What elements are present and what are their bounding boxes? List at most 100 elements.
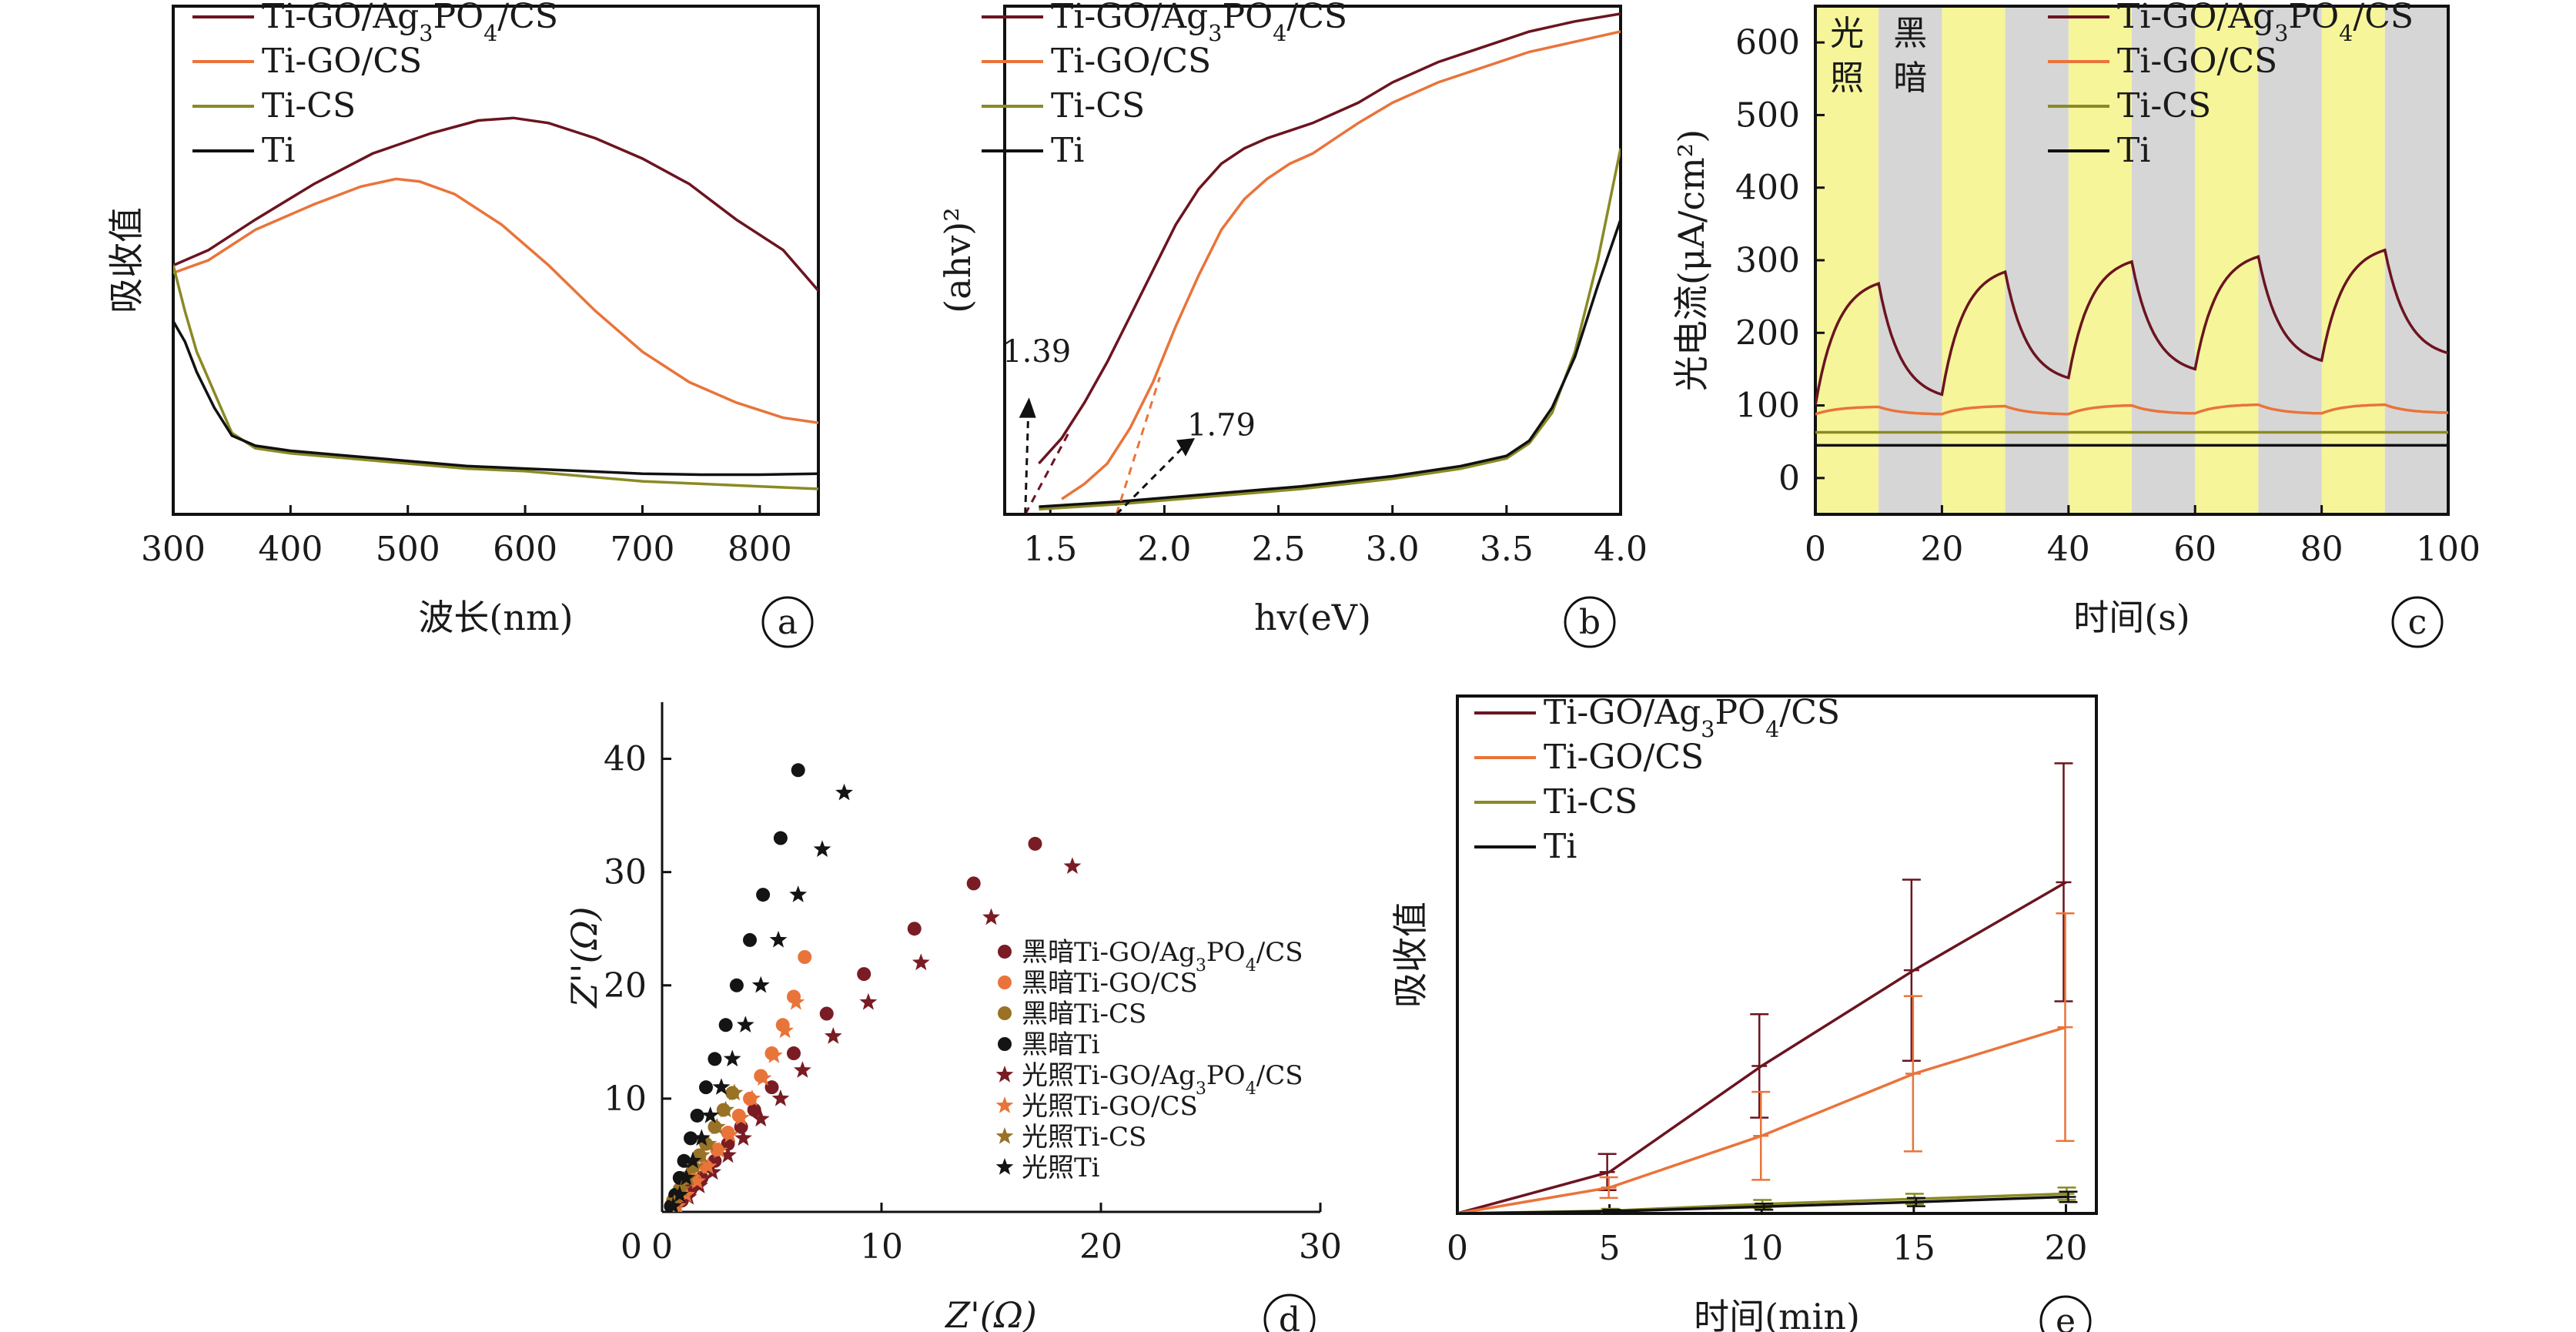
legend-label: 光照Ti-GO/CS [1022, 1091, 1198, 1122]
data-point [723, 1049, 741, 1067]
dark-band [2258, 6, 2322, 514]
origin-label: 0 [621, 1227, 642, 1267]
x-tick-label: 10 [1740, 1229, 1783, 1268]
data-point [751, 1109, 770, 1127]
x-axis-label: Z'(Ω) [944, 1294, 1037, 1332]
y-tick-label: 100 [1735, 387, 1800, 426]
legend-label: 光照Ti-GO/Ag3PO4/CS [1022, 1060, 1303, 1099]
data-point [789, 885, 808, 902]
band-label-light: 照 [1830, 59, 1864, 98]
legend-label: Ti-CS [1051, 86, 1145, 126]
x-tick-label: 800 [728, 530, 792, 569]
legend-label: Ti-CS [1544, 782, 1638, 822]
series-line [173, 177, 818, 424]
data-point [769, 930, 788, 948]
data-point [690, 1108, 704, 1123]
y-tick-label: 600 [1735, 23, 1800, 62]
arrow-head [1019, 397, 1036, 418]
series-line [1038, 12, 1621, 465]
x-tick-label: 3.0 [1366, 530, 1420, 569]
legend-marker [998, 1037, 1012, 1051]
panel-label: a [778, 603, 798, 642]
data-point [835, 783, 853, 801]
annotation-arrow [1116, 442, 1189, 516]
panel-label: e [2056, 1302, 2076, 1332]
x-tick-label: 30 [1299, 1227, 1342, 1267]
band-label-dark: 暗 [1893, 59, 1927, 98]
legend-label: 黑暗Ti-GO/CS [1022, 968, 1198, 999]
data-point [692, 1146, 711, 1163]
legend-label: Ti-CS [262, 86, 356, 126]
panel-label-circle [1263, 1294, 1316, 1332]
legend-label: 光照Ti [1022, 1153, 1100, 1183]
legend-label: 黑暗Ti-CS [1022, 999, 1146, 1029]
legend-label: Ti [2117, 131, 2150, 170]
data-point [798, 950, 812, 964]
x-tick-label: 60 [2173, 530, 2216, 569]
data-point [743, 1089, 761, 1106]
data-point [699, 1080, 713, 1095]
series-line [1039, 219, 1621, 508]
data-point [732, 1108, 750, 1126]
legend-label: Ti-GO/CS [262, 42, 422, 81]
data-point [743, 932, 757, 947]
legend-marker [995, 1066, 1014, 1083]
x-tick-label: 600 [493, 530, 557, 569]
plot-area [1024, 12, 1621, 514]
series-line [1039, 148, 1621, 511]
chart-e: 0 5 10 15 20 时间(min) 吸收值 e Ti-GO/Ag3PO4/CSTi-GO/… [1390, 693, 2098, 1332]
data-point [688, 1172, 706, 1189]
data-point [819, 1006, 834, 1021]
x-tick-label: 700 [610, 530, 674, 569]
light-band [1942, 6, 2006, 514]
legend-label: 光照Ti-CS [1022, 1122, 1146, 1153]
series-line [1061, 30, 1621, 500]
data-point [773, 831, 788, 845]
dark-band [2132, 6, 2196, 514]
light-band [2321, 6, 2385, 514]
data-point [677, 1168, 695, 1186]
data-point [787, 1046, 801, 1061]
y-tick-label: 40 [604, 740, 647, 779]
data-point [729, 978, 744, 992]
plot-frame [172, 5, 820, 516]
x-axis-label: 时间(s) [2073, 597, 2190, 638]
data-point [719, 1146, 737, 1163]
x-axis-label: 波长(nm) [418, 597, 573, 638]
data-point [776, 1021, 794, 1039]
data-point [787, 992, 805, 1010]
tangent-line [1024, 432, 1070, 514]
x-tick-label: 40 [2047, 530, 2090, 569]
data-point [747, 1103, 761, 1117]
y-tick-label: 0 [1778, 459, 1800, 498]
x-tick-label: 500 [376, 530, 440, 569]
plot-frame [1456, 694, 2098, 1215]
legend-marker [995, 1096, 1014, 1113]
data-point [664, 1196, 682, 1212]
legend-label: Ti-GO/Ag3PO4/CS [2117, 0, 2414, 46]
x-axis-label: 时间(min) [1694, 1296, 1860, 1332]
legend-label: Ti [1051, 131, 1084, 170]
panel-label: b [1579, 603, 1601, 642]
chart-a: 300 400 500 600 700 800 波长(nm) 吸收值 a Ti-GO/Ag3PO4… [105, 0, 820, 648]
data-point [857, 967, 871, 982]
plot-area [173, 116, 818, 490]
y-axis-label: 光电流(μA/cm²) [1671, 129, 1712, 391]
y-axis-label: 吸收值 [1390, 902, 1431, 1008]
series-line [173, 116, 818, 292]
x-tick-label: 2.0 [1137, 530, 1191, 569]
x-axis-label: hv(eV) [1254, 597, 1371, 638]
data-point [699, 1134, 718, 1152]
dark-band [1878, 6, 1942, 514]
data-point [671, 1185, 689, 1203]
x-tick-label: 400 [258, 530, 323, 569]
data-point [708, 1052, 722, 1066]
panel-label: c [2408, 603, 2427, 642]
panel-label-circle [2039, 1295, 2092, 1332]
data-point [912, 953, 930, 971]
x-tick-label: 3.5 [1480, 530, 1534, 569]
series-line [173, 320, 818, 477]
y-tick-label: 10 [604, 1079, 647, 1119]
